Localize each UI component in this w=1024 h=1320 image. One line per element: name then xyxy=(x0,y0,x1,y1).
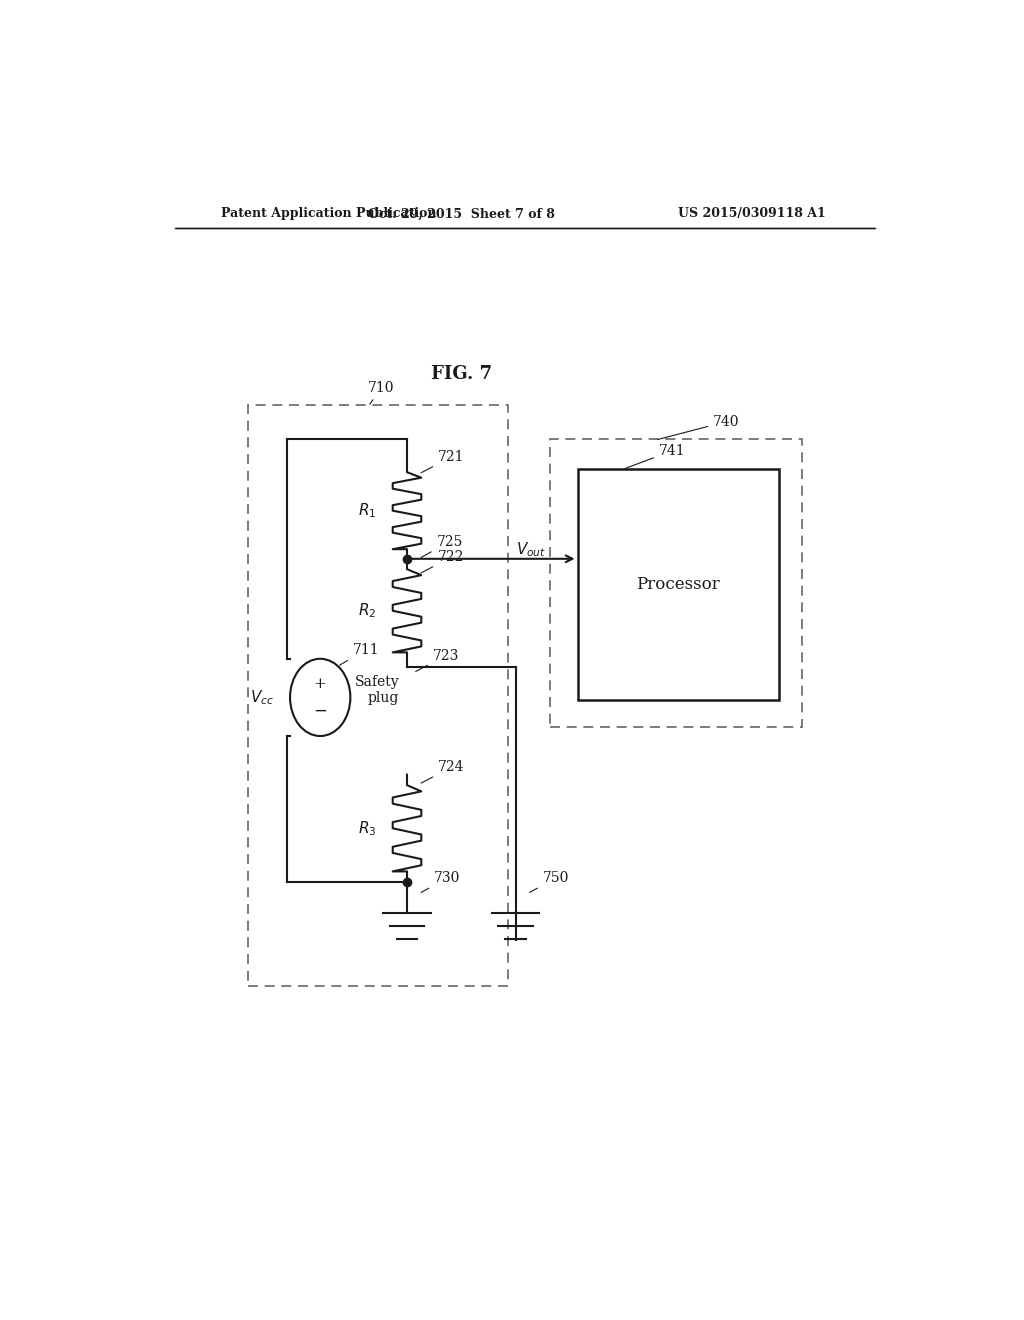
Text: $V_{out}$: $V_{out}$ xyxy=(515,540,546,558)
Text: Patent Application Publication: Patent Application Publication xyxy=(221,207,436,220)
Text: US 2015/0309118 A1: US 2015/0309118 A1 xyxy=(678,207,825,220)
Text: 741: 741 xyxy=(625,444,685,469)
Text: $R_1$: $R_1$ xyxy=(357,502,376,520)
Bar xyxy=(578,469,779,700)
Text: 725: 725 xyxy=(421,535,463,557)
Text: 722: 722 xyxy=(421,550,464,573)
Text: Oct. 29, 2015  Sheet 7 of 8: Oct. 29, 2015 Sheet 7 of 8 xyxy=(368,207,555,220)
Text: 721: 721 xyxy=(421,450,465,473)
Text: Safety
plug: Safety plug xyxy=(354,675,399,705)
Text: FIG. 7: FIG. 7 xyxy=(431,366,492,383)
Text: +: + xyxy=(313,677,327,690)
Text: 740: 740 xyxy=(657,414,739,440)
Text: $V_{cc}$: $V_{cc}$ xyxy=(251,688,274,706)
Text: $R_2$: $R_2$ xyxy=(357,602,376,620)
Bar xyxy=(248,405,508,986)
Bar xyxy=(550,440,802,726)
Text: Processor: Processor xyxy=(636,576,720,593)
Text: 730: 730 xyxy=(421,871,461,892)
Text: 711: 711 xyxy=(340,643,379,665)
Text: $R_3$: $R_3$ xyxy=(357,818,376,838)
Text: −: − xyxy=(313,702,327,719)
Text: 723: 723 xyxy=(416,648,459,672)
Text: 710: 710 xyxy=(369,380,394,404)
Text: 750: 750 xyxy=(529,871,569,892)
Text: 724: 724 xyxy=(421,760,465,783)
